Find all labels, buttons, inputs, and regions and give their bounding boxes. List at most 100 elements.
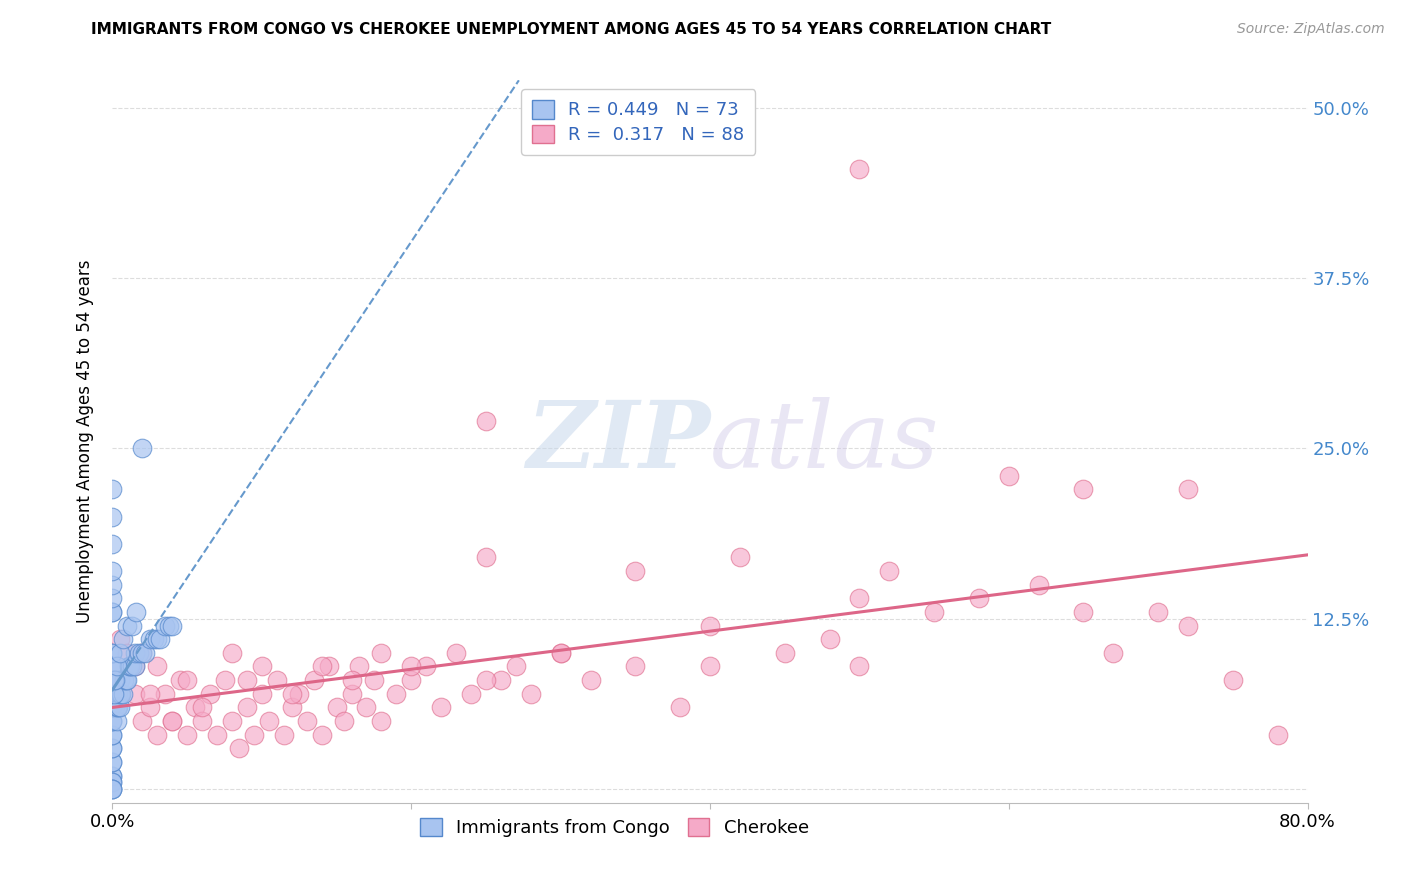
Point [124, 659, 146, 673]
Point [191, 700, 214, 714]
Point [146, 659, 169, 673]
Point [101, 741, 124, 756]
Point [169, 673, 191, 687]
Point [101, 646, 124, 660]
Point [101, 482, 124, 496]
Point [105, 659, 128, 673]
Point [221, 714, 243, 728]
Point [101, 775, 124, 789]
Point [162, 714, 183, 728]
Point [124, 646, 146, 660]
Point [146, 632, 169, 647]
Point [108, 646, 131, 660]
Point [101, 728, 124, 742]
Point [236, 700, 259, 714]
Point [699, 618, 721, 632]
Point [773, 646, 796, 660]
Point [669, 700, 692, 714]
Point [318, 659, 340, 673]
Point [131, 646, 153, 660]
Point [250, 687, 273, 701]
Point [550, 646, 572, 660]
Point [281, 687, 304, 701]
Point [221, 646, 243, 660]
Point [1222, 673, 1244, 687]
Legend: Immigrants from Congo, Cherokee: Immigrants from Congo, Cherokee [412, 811, 817, 845]
Point [624, 659, 647, 673]
Point [176, 728, 198, 742]
Point [101, 700, 124, 714]
Point [879, 564, 901, 578]
Point [281, 700, 304, 714]
Text: ZIP: ZIP [526, 397, 710, 486]
Point [848, 591, 870, 606]
Point [104, 673, 127, 687]
Point [105, 687, 128, 701]
Point [101, 755, 124, 769]
Point [121, 659, 143, 673]
Point [101, 646, 124, 660]
Point [131, 646, 153, 660]
Point [818, 632, 841, 647]
Point [101, 768, 124, 782]
Point [302, 673, 325, 687]
Point [288, 687, 311, 701]
Point [101, 755, 124, 769]
Point [131, 442, 153, 456]
Y-axis label: Unemployment Among Ages 45 to 54 years: Unemployment Among Ages 45 to 54 years [76, 260, 94, 624]
Point [101, 782, 124, 797]
Point [104, 700, 127, 714]
Point [1073, 605, 1095, 619]
Point [101, 577, 124, 591]
Point [101, 768, 124, 782]
Point [370, 646, 392, 660]
Text: IMMIGRANTS FROM CONGO VS CHEROKEE UNEMPLOYMENT AMONG AGES 45 TO 54 YEARS CORRELA: IMMIGRANTS FROM CONGO VS CHEROKEE UNEMPL… [91, 22, 1052, 37]
Point [146, 728, 169, 742]
Point [1102, 646, 1125, 660]
Point [101, 537, 124, 551]
Point [401, 659, 423, 673]
Point [444, 646, 467, 660]
Point [111, 687, 134, 701]
Point [183, 700, 205, 714]
Point [101, 687, 124, 701]
Point [1147, 605, 1170, 619]
Point [259, 714, 281, 728]
Point [128, 646, 150, 660]
Point [101, 687, 124, 701]
Point [101, 714, 124, 728]
Point [108, 673, 131, 687]
Point [118, 659, 141, 673]
Point [105, 700, 128, 714]
Point [117, 646, 139, 660]
Point [101, 741, 124, 756]
Point [550, 646, 572, 660]
Point [1028, 577, 1050, 591]
Point [176, 673, 198, 687]
Point [1177, 482, 1199, 496]
Point [107, 687, 129, 701]
Point [699, 659, 721, 673]
Point [325, 700, 347, 714]
Point [131, 714, 153, 728]
Point [103, 687, 125, 701]
Point [340, 687, 363, 701]
Point [101, 775, 124, 789]
Point [143, 632, 166, 647]
Point [101, 728, 124, 742]
Point [295, 714, 318, 728]
Text: atlas: atlas [710, 397, 939, 486]
Point [385, 687, 408, 701]
Point [101, 782, 124, 797]
Point [162, 618, 183, 632]
Point [103, 673, 125, 687]
Point [101, 673, 124, 687]
Text: Source: ZipAtlas.com: Source: ZipAtlas.com [1237, 22, 1385, 37]
Point [347, 659, 370, 673]
Point [1073, 482, 1095, 496]
Point [162, 714, 183, 728]
Point [370, 714, 392, 728]
Point [124, 659, 146, 673]
Point [101, 509, 124, 524]
Point [101, 714, 124, 728]
